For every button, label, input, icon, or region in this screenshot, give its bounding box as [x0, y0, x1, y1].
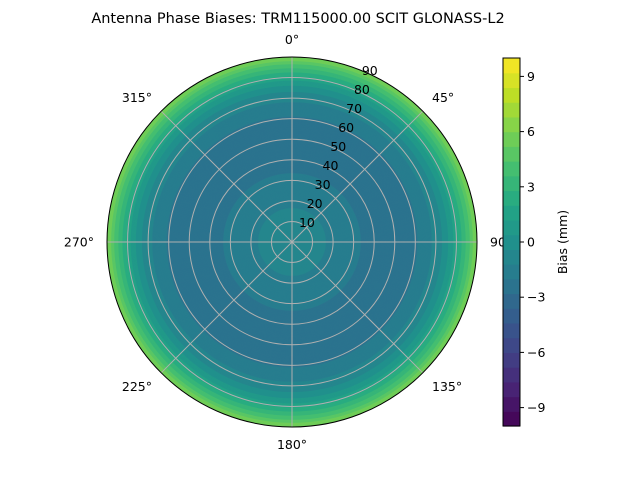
radial-tick-label: 40 [323, 158, 339, 173]
colorbar-cell [503, 116, 520, 133]
azimuth-label: 225° [122, 379, 152, 394]
radial-tick-label: 10 [299, 215, 315, 230]
colorbar-cell [503, 293, 520, 309]
colorbar-cell [503, 381, 520, 398]
colorbar-tick-label: 3 [527, 179, 535, 194]
azimuth-labels: 0°45°90°135°180°225°270°315° [64, 32, 512, 452]
colorbar-cell [503, 234, 520, 250]
colorbar-cell [503, 322, 520, 339]
azimuth-grid-line [291, 110, 424, 243]
radial-tick-label: 70 [346, 101, 362, 116]
colorbar-cell [503, 87, 520, 103]
azimuth-label: 270° [64, 235, 94, 250]
azimuth-label: 180° [277, 437, 307, 452]
colorbar-tick-label: 6 [527, 124, 535, 139]
colorbar-cell [503, 249, 520, 265]
colorbar-label: Bias (mm) [555, 210, 570, 274]
radial-tick-label: 90 [362, 63, 378, 78]
colorbar-cell [503, 264, 520, 280]
colorbar-cell [503, 161, 520, 177]
radial-tick-label: 20 [307, 196, 323, 211]
radial-tick-label: 80 [354, 82, 370, 97]
colorbar-ticks: −9 −6 −3 0 3 6 9 [520, 69, 545, 415]
colorbar-cell [503, 352, 520, 368]
radial-tick-label: 50 [330, 139, 346, 154]
colorbar-cell [503, 190, 520, 206]
azimuth-grid-line [160, 241, 293, 374]
colorbar-cell [503, 58, 520, 74]
colorbar-cell [503, 367, 520, 383]
colorbar-cell [503, 337, 520, 353]
colorbar-cell [503, 131, 520, 147]
colorbar: −9 −6 −3 0 3 6 9 Bias (mm) [502, 57, 570, 427]
azimuth-label: 315° [122, 90, 152, 105]
colorbar-cell [503, 146, 520, 162]
azimuth-grid-line [160, 110, 293, 243]
azimuth-grid-line [291, 241, 424, 374]
colorbar-cell [503, 102, 520, 118]
polar-plot: 0°45°90°135°180°225°270°315° 10203040506… [64, 32, 512, 452]
colorbar-cell [503, 278, 520, 295]
azimuth-label: 0° [285, 32, 299, 47]
radial-tick-label: 30 [315, 177, 331, 192]
colorbar-cell [503, 205, 520, 221]
colorbar-cell [503, 72, 520, 89]
colorbar-cell [503, 308, 520, 324]
polar-grid [106, 56, 478, 428]
chart-title: Antenna Phase Biases: TRM115000.00 SCIT … [91, 11, 504, 27]
azimuth-label: 45° [432, 90, 454, 105]
colorbar-cell [503, 411, 520, 427]
azimuth-label: 135° [432, 379, 462, 394]
colorbar-cell [503, 175, 520, 192]
radial-tick-label: 60 [338, 120, 354, 135]
polar-outline [106, 56, 478, 428]
colorbar-tick-label: 0 [527, 235, 535, 250]
colorbar-cells [503, 58, 520, 427]
radial-tick-labels: 10 20 30 40 50 60 70 80 90 [299, 63, 378, 230]
colorbar-tick-label: −9 [527, 400, 545, 415]
colorbar-tick-label: −6 [527, 345, 545, 360]
colorbar-cell [503, 396, 520, 412]
colorbar-tick-label: 9 [527, 69, 535, 84]
colorbar-cell [503, 219, 520, 236]
colorbar-tick-label: −3 [527, 290, 545, 305]
